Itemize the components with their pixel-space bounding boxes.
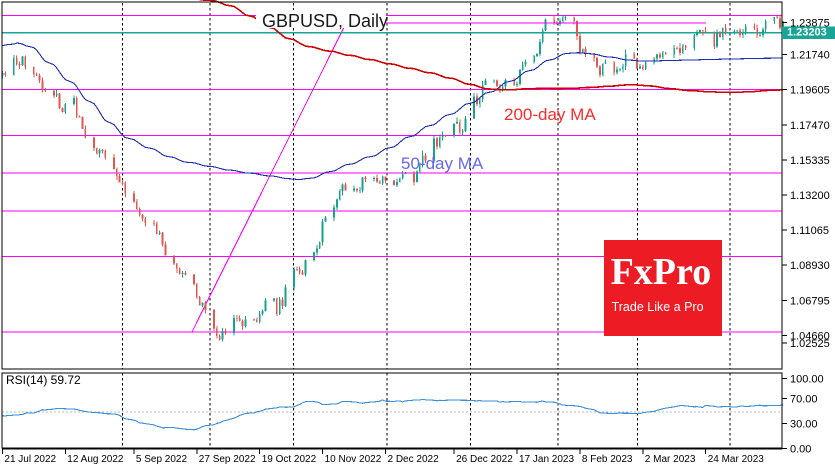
svg-text:0.00: 0.00 bbox=[790, 444, 811, 456]
svg-text:5 Sep 2022: 5 Sep 2022 bbox=[136, 454, 188, 465]
svg-text:1.11065: 1.11065 bbox=[790, 225, 829, 237]
svg-text:21 Jul 2022: 21 Jul 2022 bbox=[4, 454, 56, 465]
svg-text:1.15335: 1.15335 bbox=[790, 155, 830, 167]
svg-text:GBPUSD, Daily: GBPUSD, Daily bbox=[262, 11, 388, 31]
svg-text:1.17470: 1.17470 bbox=[790, 120, 830, 132]
svg-text:1.19605: 1.19605 bbox=[790, 85, 830, 97]
svg-text:1.02525: 1.02525 bbox=[790, 338, 830, 350]
svg-text:2 Mar 2023: 2 Mar 2023 bbox=[645, 454, 696, 465]
svg-text:100.00: 100.00 bbox=[790, 373, 824, 385]
svg-text:2 Dec 2022: 2 Dec 2022 bbox=[388, 454, 440, 465]
svg-text:1.23203: 1.23203 bbox=[787, 27, 827, 39]
svg-text:27 Sep 2022: 27 Sep 2022 bbox=[199, 454, 256, 465]
svg-text:RSI(14) 59.72: RSI(14) 59.72 bbox=[6, 373, 81, 387]
svg-text:1.13200: 1.13200 bbox=[790, 190, 830, 202]
svg-text:50-day MA: 50-day MA bbox=[401, 154, 484, 173]
svg-text:30.00: 30.00 bbox=[790, 419, 818, 431]
svg-text:17 Jan 2023: 17 Jan 2023 bbox=[519, 454, 574, 465]
svg-text:19 Oct 2022: 19 Oct 2022 bbox=[262, 454, 317, 465]
svg-text:26 Dec 2022: 26 Dec 2022 bbox=[456, 454, 513, 465]
svg-text:8 Feb 2023: 8 Feb 2023 bbox=[582, 454, 633, 465]
svg-text:70.00: 70.00 bbox=[790, 393, 818, 405]
svg-text:1.21740: 1.21740 bbox=[790, 49, 830, 61]
svg-text:12 Aug 2022: 12 Aug 2022 bbox=[67, 454, 124, 465]
svg-text:10 Nov 2022: 10 Nov 2022 bbox=[325, 454, 382, 465]
svg-text:200-day MA: 200-day MA bbox=[504, 105, 596, 124]
svg-text:1.06795: 1.06795 bbox=[790, 295, 830, 307]
svg-text:24 Mar 2023: 24 Mar 2023 bbox=[708, 454, 765, 465]
svg-text:1.08930: 1.08930 bbox=[790, 260, 830, 272]
